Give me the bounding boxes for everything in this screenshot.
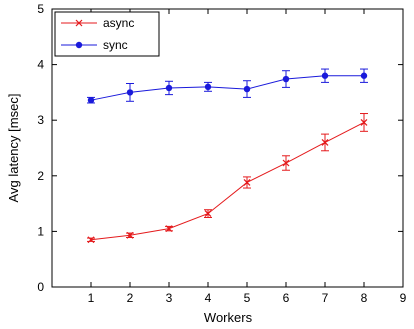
marker-x-stroke xyxy=(87,236,95,244)
marker-x-stroke xyxy=(165,225,173,233)
y-tick-label: 1 xyxy=(37,224,44,238)
y-axis-ticks: 0 1 2 3 4 5 xyxy=(37,2,403,294)
data-point-async xyxy=(126,231,134,239)
x-tick-label: 7 xyxy=(322,291,329,305)
data-point-sync xyxy=(360,72,368,79)
legend: async sync xyxy=(54,11,160,57)
y-tick-label: 5 xyxy=(37,2,44,16)
x-tick-label: 9 xyxy=(400,291,407,305)
legend-swatch-sync-marker xyxy=(75,41,83,49)
legend-swatch-async-marker xyxy=(75,19,83,27)
series-line-async xyxy=(90,121,365,241)
marker-x-stroke xyxy=(243,179,251,186)
data-point-async xyxy=(282,159,290,167)
x-tick-label: 1 xyxy=(88,291,95,305)
marker-x-stroke xyxy=(204,210,212,218)
y-tick-label: 2 xyxy=(37,169,44,183)
x-tick-label: 2 xyxy=(127,291,134,305)
data-point-async xyxy=(165,225,173,233)
legend-label-async: async xyxy=(103,16,134,30)
x-tick-label: 3 xyxy=(166,291,173,305)
data-point-sync xyxy=(321,72,329,79)
data-point-sync xyxy=(126,89,134,96)
data-point-sync xyxy=(87,96,95,104)
x-tick-label: 6 xyxy=(283,291,290,305)
data-point-sync xyxy=(243,85,251,93)
series-layer xyxy=(87,68,368,244)
legend-box xyxy=(54,11,160,57)
plot-frame xyxy=(51,8,404,288)
marker-x-stroke xyxy=(360,118,368,126)
x-tick-label: 8 xyxy=(361,291,368,305)
x-tick-label: 4 xyxy=(205,291,212,305)
y-tick-label: 0 xyxy=(37,280,44,294)
marker-x-stroke xyxy=(282,159,290,167)
data-point-async xyxy=(243,179,251,186)
data-point-async xyxy=(204,210,212,218)
y-tick-label: 4 xyxy=(37,58,44,72)
data-point-sync xyxy=(165,84,173,92)
y-axis-title: Avg latency [msec] xyxy=(6,94,21,203)
data-point-sync xyxy=(204,83,212,91)
y-tick-label: 3 xyxy=(37,113,44,127)
x-axis-title: Workers xyxy=(204,310,253,325)
data-point-sync xyxy=(282,75,290,83)
marker-x-stroke xyxy=(126,231,134,239)
legend-label-sync: sync xyxy=(103,38,128,52)
data-point-async xyxy=(360,118,368,126)
marker-x-stroke xyxy=(321,139,329,146)
x-tick-label: 5 xyxy=(244,291,251,305)
data-point-async xyxy=(87,236,95,244)
data-point-async xyxy=(321,139,329,146)
series-line-sync xyxy=(90,75,364,101)
